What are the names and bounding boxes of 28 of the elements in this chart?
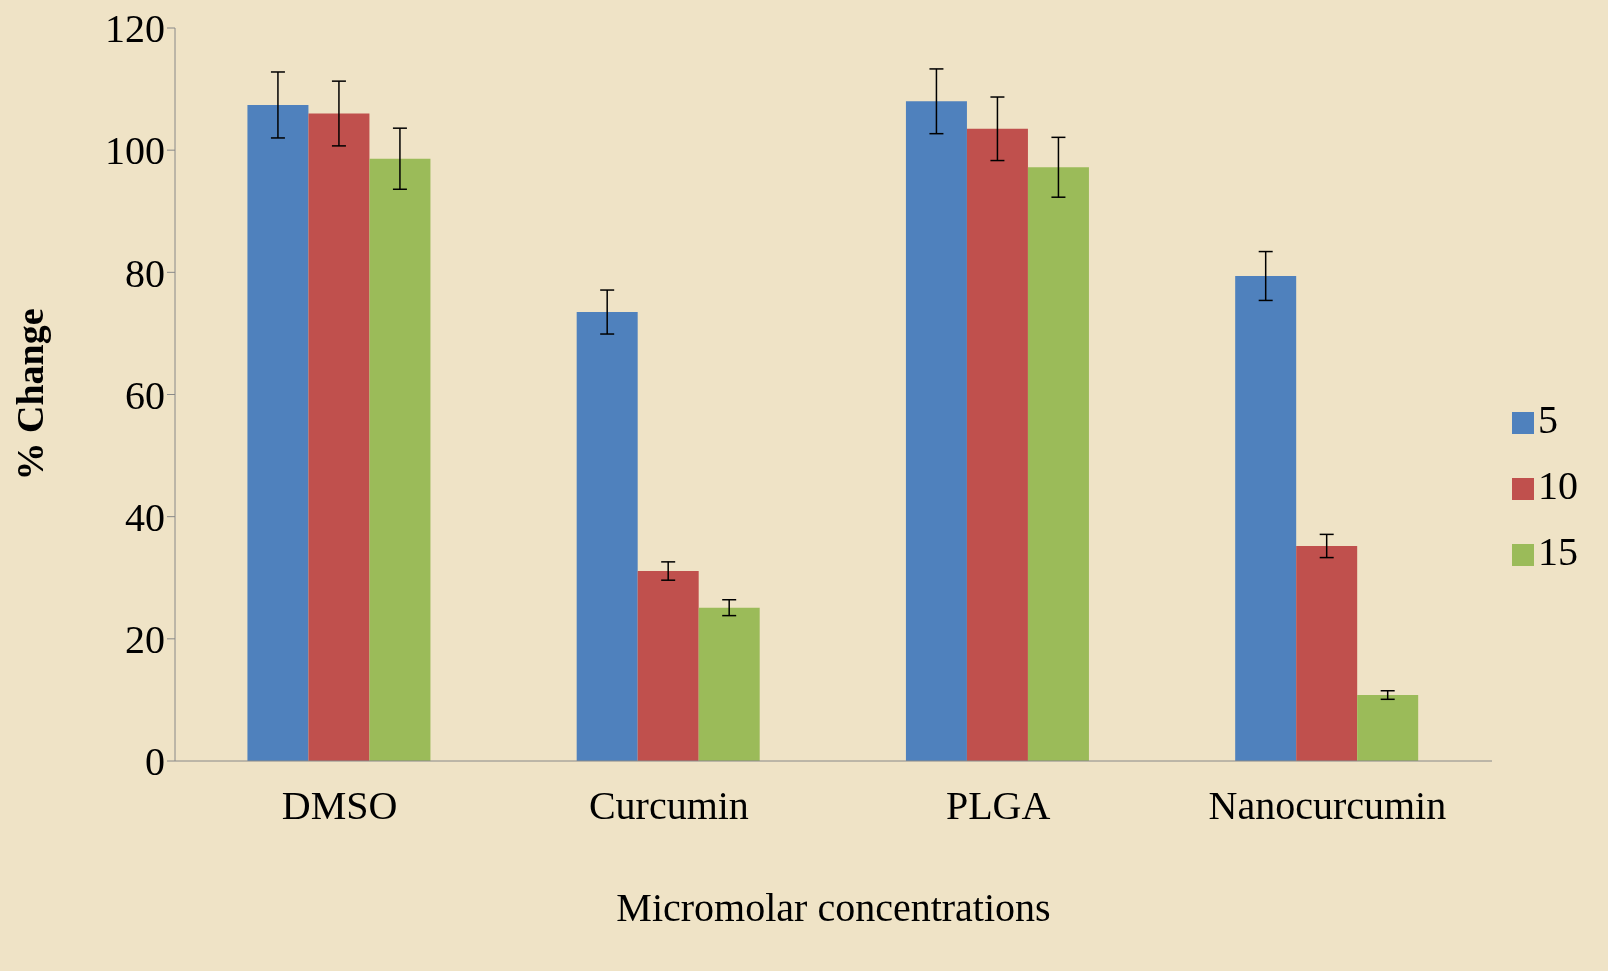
bar xyxy=(966,128,1028,761)
bar xyxy=(905,101,967,761)
legend-label: 15 xyxy=(1538,528,1578,574)
y-tick-label: 120 xyxy=(105,6,165,52)
y-tick-label: 20 xyxy=(125,617,165,663)
bar xyxy=(1296,545,1358,761)
x-tick-label: Curcumin xyxy=(588,783,749,829)
bar xyxy=(1235,276,1297,761)
y-tick-label: 60 xyxy=(125,372,165,418)
y-tick-label: 0 xyxy=(145,739,165,785)
x-tick-label: PLGA xyxy=(945,783,1051,829)
y-tick-label: 80 xyxy=(125,250,165,296)
y-tick-label: 40 xyxy=(125,494,165,540)
bar xyxy=(576,312,638,761)
bar xyxy=(698,607,760,761)
legend-label: 5 xyxy=(1538,396,1558,442)
bar xyxy=(637,571,699,761)
y-axis-title: % Change xyxy=(9,308,52,481)
y-tick-label: 100 xyxy=(105,128,165,174)
bar xyxy=(369,158,431,761)
x-tick-label: DMSO xyxy=(281,783,398,829)
bar xyxy=(247,104,309,761)
x-axis-title: Micromolar concentrations xyxy=(616,885,1051,930)
bar xyxy=(308,113,370,761)
bar xyxy=(1357,695,1419,761)
bar xyxy=(1027,167,1089,761)
legend-label: 10 xyxy=(1538,462,1578,508)
x-tick-label: Nanocurcumin xyxy=(1208,783,1447,829)
